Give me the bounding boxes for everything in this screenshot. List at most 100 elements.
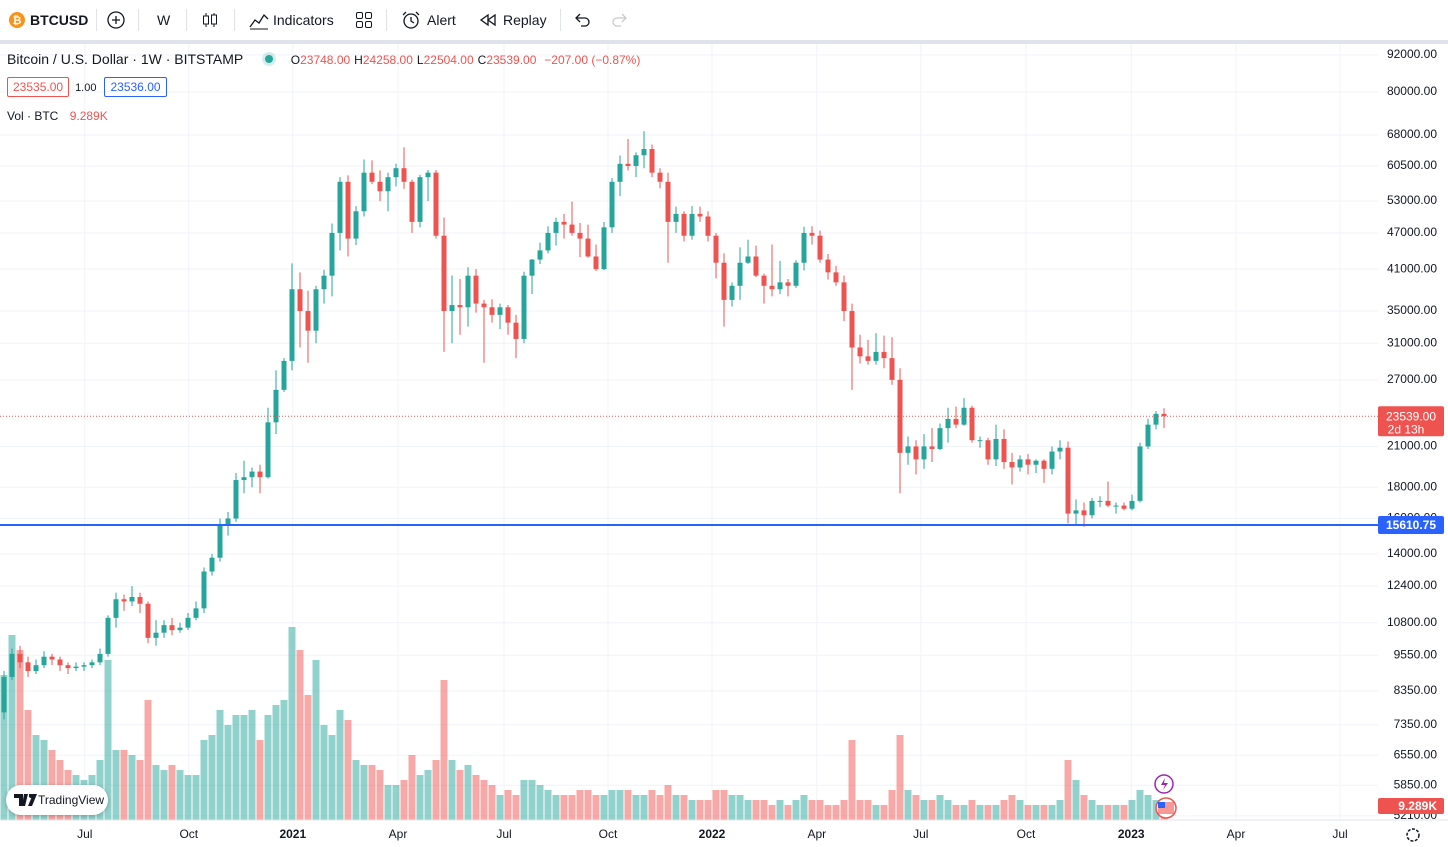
volume-bar — [808, 800, 816, 820]
toolbar-item[interactable]: Alert — [427, 12, 456, 28]
candle-body — [473, 275, 479, 304]
volume-bar — [288, 627, 296, 820]
volume-bar — [1016, 800, 1024, 820]
candle-body — [681, 213, 687, 236]
symbol[interactable]: BTCUSD — [30, 12, 89, 28]
btc-icon: ₿ — [9, 12, 25, 28]
volume-bar — [136, 760, 144, 820]
x-tick-label: Jul — [77, 827, 92, 841]
tv-logo — [14, 794, 37, 806]
candle-body — [33, 665, 39, 672]
market-status — [264, 55, 273, 63]
volume-bar — [584, 790, 592, 820]
volume-bar — [912, 795, 920, 820]
candle-body — [489, 307, 495, 315]
candle-body — [785, 282, 791, 286]
candle-body — [337, 181, 343, 233]
candle-body — [905, 446, 911, 453]
candle-body — [801, 232, 807, 263]
volume-bar — [568, 795, 576, 820]
candle-body — [777, 282, 783, 290]
hline-label: 15610.75 — [1386, 518, 1436, 532]
volume-bar — [280, 700, 288, 820]
countdown: 2d 13h — [1388, 422, 1425, 436]
bid[interactable]: 23535.00 — [7, 77, 70, 97]
candle-body — [537, 250, 543, 260]
ohlc-value: 23748.00 — [300, 53, 351, 67]
volume-bar — [432, 760, 440, 820]
candle-body — [329, 232, 335, 276]
candle-body — [921, 446, 927, 460]
candle-body — [593, 256, 599, 270]
layouts-icon[interactable] — [354, 10, 374, 30]
candle-body — [1081, 510, 1087, 516]
volume-bar — [768, 805, 776, 820]
candle-body — [417, 177, 423, 222]
candle-body — [401, 168, 407, 182]
volume-bar — [1008, 795, 1016, 820]
candle-body — [873, 351, 879, 361]
volume-bar — [824, 805, 832, 820]
interval[interactable]: W — [157, 12, 171, 28]
redo[interactable] — [610, 10, 630, 30]
volume-bar — [312, 660, 320, 820]
candle-body — [713, 235, 719, 263]
chart-type[interactable] — [200, 10, 220, 30]
ask[interactable]: 23536.00 — [104, 77, 167, 97]
candle-body — [617, 163, 623, 182]
volume-bar — [1024, 805, 1032, 820]
y-tick-label: 41000.00 — [1387, 261, 1437, 275]
candle-body — [553, 221, 559, 233]
ohlc-key: O — [290, 53, 301, 67]
x-tick-label: Apr — [1227, 827, 1246, 841]
candle-body — [521, 275, 527, 339]
x-tick-label: 2021 — [279, 827, 306, 841]
volume-bar — [608, 790, 616, 820]
candle-body — [969, 407, 975, 441]
separator — [234, 9, 235, 31]
volume-bar — [1040, 805, 1048, 820]
candle-body — [145, 603, 151, 638]
candle-body — [137, 596, 143, 604]
candle-body — [289, 289, 295, 361]
separator — [186, 9, 187, 31]
candle-body — [865, 356, 871, 361]
volume-bar — [640, 795, 648, 820]
candle-body — [497, 307, 503, 315]
toolbar-item[interactable]: Replay — [503, 12, 547, 28]
volume-bar — [208, 735, 216, 820]
volume-bar — [1144, 795, 1152, 820]
x-tick-label: 2022 — [699, 827, 726, 841]
indicators-icon[interactable] — [248, 10, 270, 30]
volume-bar — [0, 675, 8, 820]
candle-body — [265, 422, 271, 478]
toolbar-item[interactable]: Indicators — [273, 12, 334, 28]
volume-bar — [408, 755, 416, 820]
candle-body — [185, 617, 191, 628]
x-tick-label: Apr — [807, 827, 826, 841]
ohlc-value: 23539.00 — [486, 53, 537, 67]
watermark[interactable]: TradingView — [6, 785, 108, 815]
x-tick-label: 2023 — [1118, 827, 1145, 841]
alert-icon[interactable] — [400, 10, 422, 30]
candle-body — [153, 632, 159, 638]
volume-bar — [704, 800, 712, 820]
volume-bar — [1128, 800, 1136, 820]
candle-body — [281, 360, 287, 390]
volume-bar — [544, 790, 552, 820]
replay-icon[interactable] — [478, 10, 498, 30]
candle-body — [273, 389, 279, 423]
y-tick-label: 12400.00 — [1387, 578, 1437, 592]
add-symbol[interactable] — [106, 10, 126, 30]
settings-icon[interactable] — [1406, 828, 1420, 842]
undo[interactable] — [572, 10, 592, 30]
candle-body — [689, 213, 695, 236]
volume-bar — [992, 805, 1000, 820]
flag-canton — [1158, 802, 1165, 808]
y-tick-label: 14000.00 — [1387, 546, 1437, 560]
event-icons — [1154, 774, 1177, 819]
candle-body — [297, 289, 303, 312]
candle-body — [177, 627, 183, 631]
candle-body — [633, 155, 639, 166]
